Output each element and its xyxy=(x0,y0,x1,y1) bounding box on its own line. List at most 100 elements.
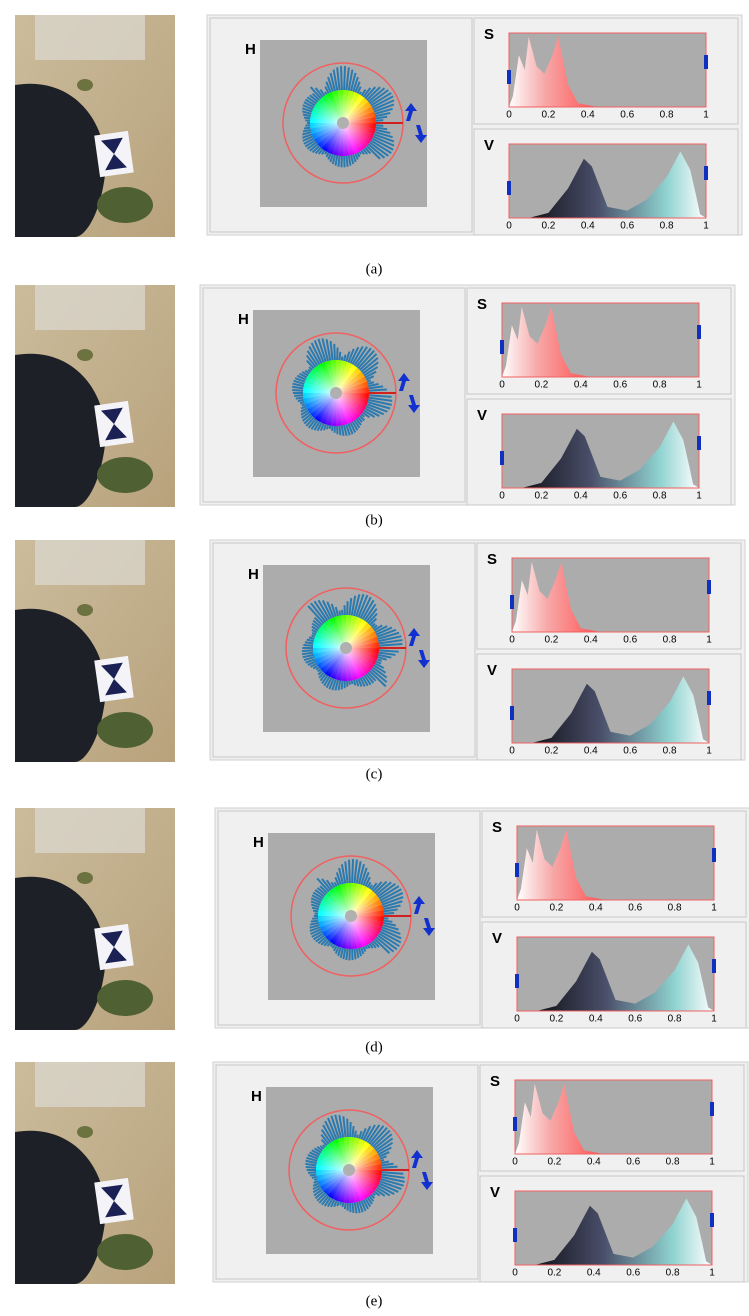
hue-spike xyxy=(379,1155,387,1160)
hue-spike xyxy=(304,139,316,148)
handle xyxy=(697,436,701,450)
hue-spike xyxy=(375,881,392,896)
hue-spike xyxy=(378,932,400,948)
hue-spike xyxy=(353,1202,358,1214)
hue-spike xyxy=(311,634,316,638)
hue-spike xyxy=(353,594,361,617)
hue-spike xyxy=(373,1133,393,1150)
hue-spike xyxy=(334,606,339,617)
hue-spike xyxy=(334,1114,342,1139)
hue-spike xyxy=(367,671,377,682)
tick-label: 0 xyxy=(499,380,505,391)
hue-spike xyxy=(297,398,304,403)
hue-spike xyxy=(378,643,403,647)
hue-spike xyxy=(374,880,388,894)
hue-spike xyxy=(356,1201,361,1214)
histogram xyxy=(517,944,714,1011)
tick-label: 0.6 xyxy=(626,1157,640,1168)
hue-spike xyxy=(310,903,320,908)
hue-spike xyxy=(350,595,357,616)
hue-spike xyxy=(311,930,323,938)
histogram xyxy=(517,829,606,900)
hue-spike xyxy=(311,622,320,630)
tick-label: 1 xyxy=(709,1157,715,1168)
hue-spike xyxy=(370,882,378,891)
hue-spike xyxy=(319,88,326,97)
tick-label: 0.8 xyxy=(653,491,667,502)
handle xyxy=(513,1117,517,1131)
wheel-center xyxy=(343,1164,355,1176)
tick-label: 0.6 xyxy=(628,1014,642,1025)
handle xyxy=(697,325,701,339)
hue-spike xyxy=(375,119,384,122)
hue-spike xyxy=(296,374,307,381)
hue-spike xyxy=(380,1158,385,1162)
hue-spike xyxy=(358,1201,364,1213)
hue-spike xyxy=(362,148,369,155)
hue-spike xyxy=(360,947,365,955)
tick-label: 1 xyxy=(711,903,717,914)
h-label: H xyxy=(248,566,259,583)
hue-spike xyxy=(347,155,352,166)
handle xyxy=(515,974,519,988)
hue-spike xyxy=(328,425,332,430)
hue-spike xyxy=(321,149,326,155)
hue-spike xyxy=(309,143,319,152)
tick-label: 0.8 xyxy=(663,635,677,646)
hue-spike xyxy=(374,107,393,115)
hue-spike xyxy=(327,153,332,160)
hue-spike xyxy=(321,878,332,891)
hue-spike xyxy=(319,673,327,682)
hue-spike xyxy=(375,124,384,127)
hue-spike xyxy=(350,680,354,685)
hue-spike xyxy=(312,619,322,628)
panel: H S 0 0.2 0.4 0.6 0.8 1 V 0 0.2 0.4 0.6 0.8 1 xyxy=(15,539,746,762)
hue-spike xyxy=(316,877,330,893)
hue-spike xyxy=(308,346,321,365)
hue-spike xyxy=(363,603,377,622)
hue-spike xyxy=(366,944,371,949)
s-label: S xyxy=(490,1073,500,1090)
hue-spike xyxy=(345,948,349,961)
hue-spike xyxy=(308,636,315,640)
hue-spike xyxy=(344,861,349,884)
hue-spike xyxy=(292,388,304,392)
hue-spike xyxy=(306,359,315,370)
hue-spike xyxy=(366,1196,373,1205)
hue-spike xyxy=(302,110,312,115)
hue-spike xyxy=(316,1146,323,1152)
hue-spike xyxy=(309,94,319,103)
hue-spike xyxy=(353,948,357,960)
hue-spike xyxy=(358,863,365,885)
hue-spike xyxy=(362,946,367,952)
hue-spike xyxy=(378,649,399,653)
v-label: V xyxy=(487,662,497,679)
arrow-up xyxy=(411,1150,423,1168)
handle xyxy=(712,848,716,862)
hue-spike xyxy=(320,1133,330,1145)
hue-spike xyxy=(366,145,381,160)
tick-label: 0.4 xyxy=(581,110,595,121)
hue-spike xyxy=(319,1145,325,1150)
hue-spike xyxy=(353,1130,357,1138)
hue-spike xyxy=(343,1202,347,1210)
hue-spike xyxy=(376,1186,391,1197)
hue-spike xyxy=(369,617,378,626)
hue-spike xyxy=(352,154,357,163)
hue-spike xyxy=(321,674,329,684)
s-label: S xyxy=(487,551,497,568)
handle xyxy=(507,181,511,195)
hue-spike xyxy=(315,934,325,943)
hue-spike xyxy=(318,671,325,679)
hue-spike xyxy=(302,104,314,111)
hue-spike xyxy=(368,1125,385,1145)
tick-label: 0.8 xyxy=(666,1157,680,1168)
hue-spike xyxy=(360,149,365,155)
hue-spike xyxy=(325,677,333,689)
hue-spike xyxy=(369,89,389,105)
handle xyxy=(707,580,711,594)
hue-spike xyxy=(360,1200,367,1212)
hue-spike xyxy=(327,1117,338,1140)
hue-spike xyxy=(312,1182,320,1187)
hue-spike xyxy=(362,361,379,375)
